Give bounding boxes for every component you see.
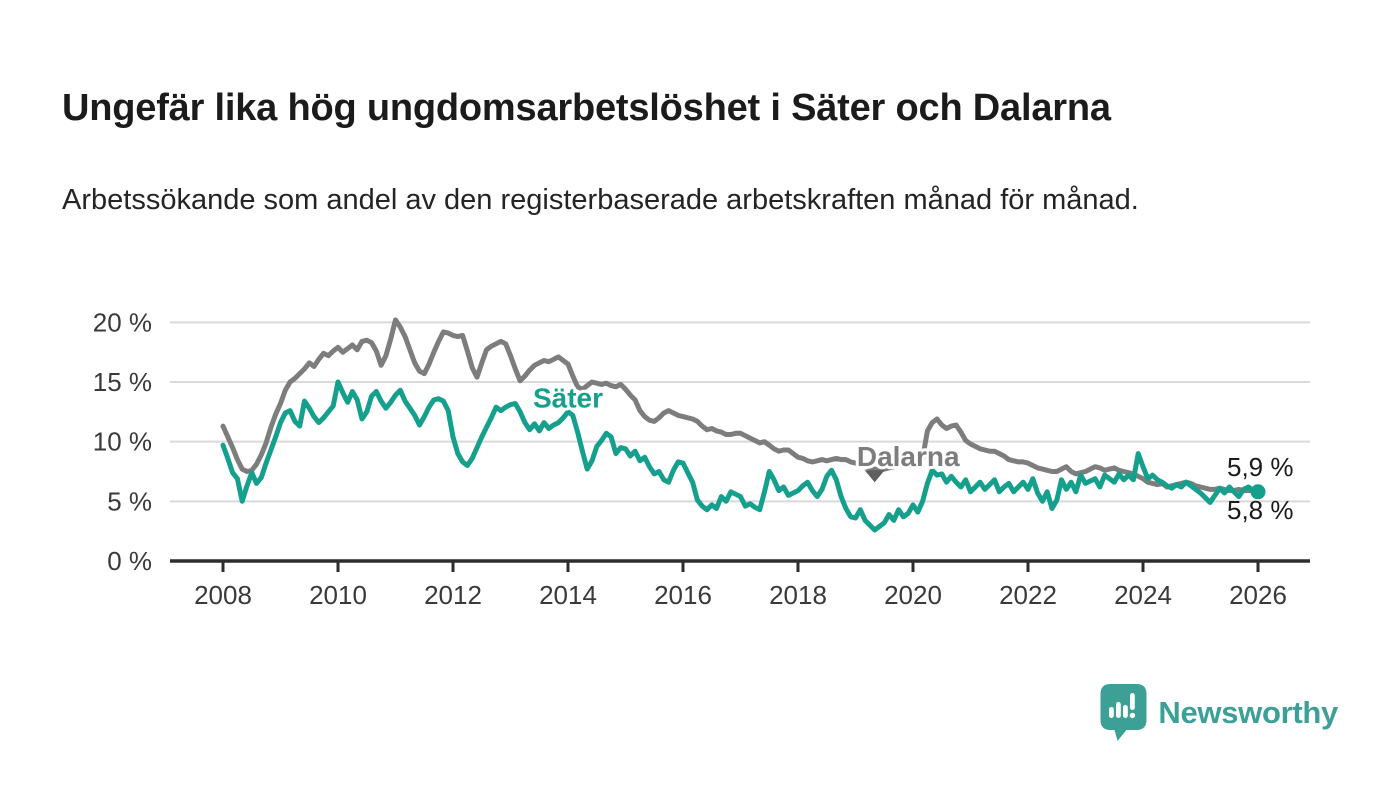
x-tick-label: 2008 (194, 580, 252, 610)
series-end-dot (1250, 484, 1266, 500)
logo-exclamation-icon (1130, 693, 1136, 710)
newsworthy-logo-text: Newsworthy (1158, 695, 1338, 730)
x-tick-label: 2024 (1114, 580, 1172, 610)
logo-bar-icon (1116, 702, 1122, 718)
logo-exclamation-dot-icon (1130, 712, 1136, 719)
end-value-label-ster: 5,8 % (1227, 495, 1294, 525)
x-tick-label: 2012 (424, 580, 482, 610)
x-tick-label: 2010 (309, 580, 367, 610)
x-tick-label: 2026 (1229, 580, 1287, 610)
newsworthy-logo-icon (1100, 684, 1147, 741)
y-tick-label: 20 % (93, 307, 152, 337)
chart-title: Ungefär lika hög ungdomsarbetslöshet i S… (62, 87, 1111, 130)
ster-line (220, 379, 1261, 533)
chart-subtitle: Arbetssökande som andel av den registerb… (62, 184, 1139, 216)
x-tick-label: 2018 (769, 580, 827, 610)
x-tick-label: 2022 (999, 580, 1057, 610)
end-value-label-dalarna: 5,9 % (1227, 452, 1294, 482)
logo-bar-icon (1123, 705, 1129, 718)
x-tick-label: 2020 (884, 580, 942, 610)
newsworthy-logo: Newsworthy (1100, 684, 1338, 742)
dalarna-line-label: Dalarna (857, 441, 960, 472)
x-tick-label: 2016 (654, 580, 712, 610)
ster-line-label: Säter (533, 383, 603, 414)
dalarna-pointer-arrow-icon (864, 470, 885, 483)
y-tick-label: 10 % (93, 427, 152, 457)
logo-bar-icon (1109, 707, 1115, 718)
y-tick-label: 0 % (107, 546, 152, 576)
dalarna-line (220, 317, 1261, 494)
x-tick-label: 2014 (539, 580, 597, 610)
y-tick-label: 15 % (93, 367, 152, 397)
y-tick-label: 5 % (107, 486, 152, 516)
